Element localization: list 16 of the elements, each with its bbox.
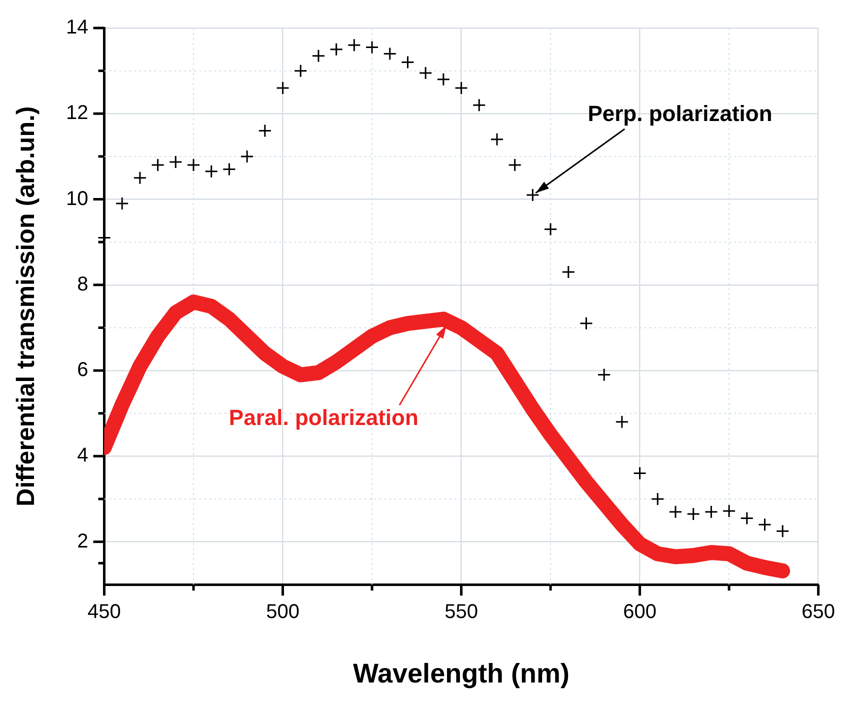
y-tick-label: 14 [66,16,88,39]
x-tick-label: 500 [266,601,300,624]
annotation: Paral. polarization [228,405,418,430]
y-tick-label: 4 [77,444,88,467]
y-tick-label: 6 [77,359,88,382]
x-tick-label: 650 [802,601,836,624]
x-tick-label: 600 [623,601,656,624]
x-axis-title: Wavelength (nm) [353,658,570,688]
x-tick-label: 450 [88,601,121,624]
y-tick-label: 8 [77,273,88,296]
y-tick-label: 2 [77,530,88,552]
annotation: Perp. polarization [588,101,772,126]
y-tick-label: 10 [66,188,88,210]
y-tick-label: 12 [66,102,88,124]
x-tick-label: 550 [444,601,478,624]
y-axis-title: Differential transmission (arb.un.) [12,106,40,506]
